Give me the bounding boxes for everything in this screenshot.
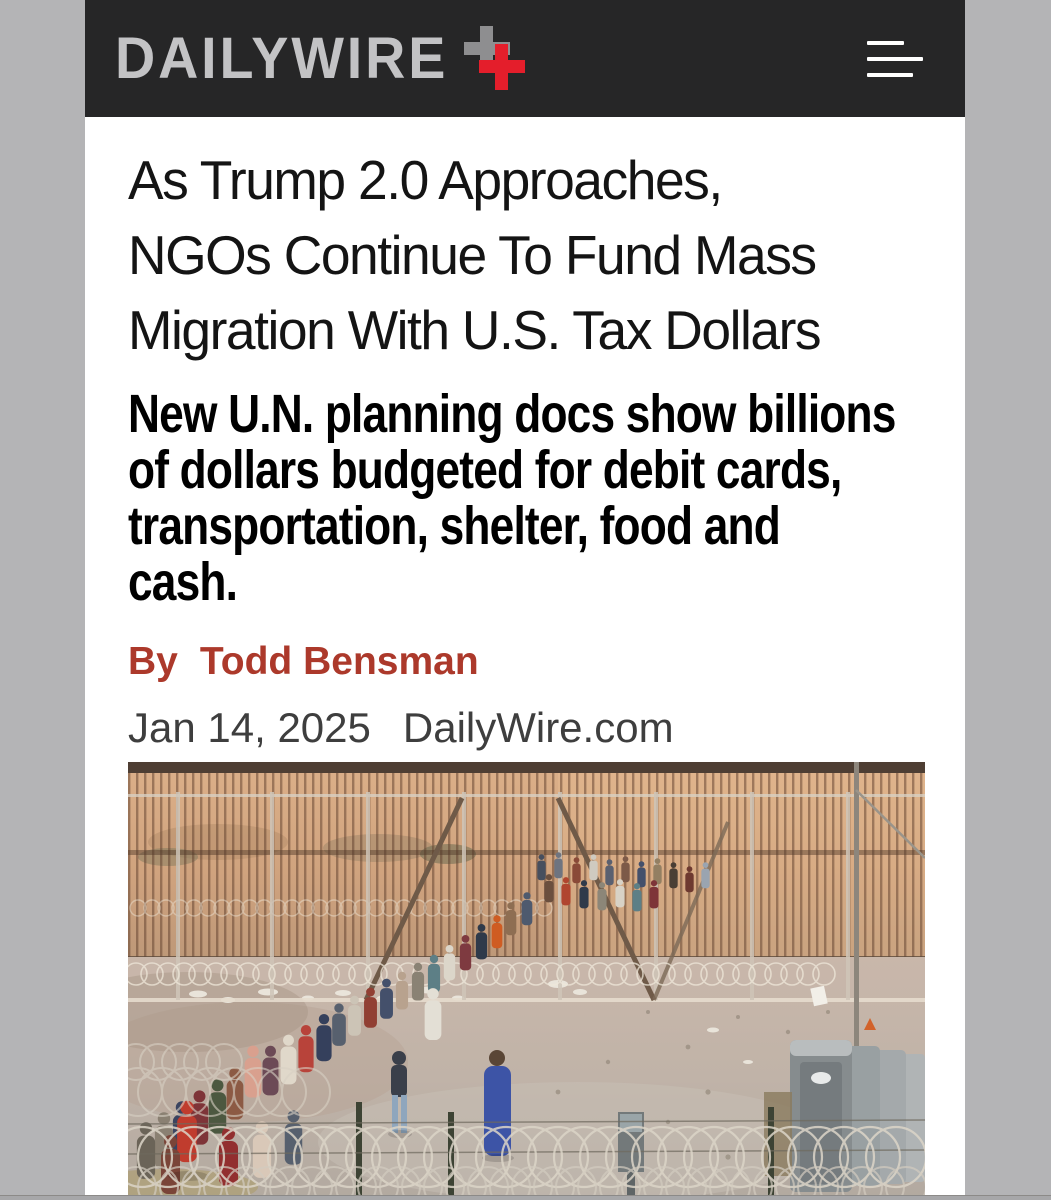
left-wire-tangle (128, 1043, 331, 1117)
byline-label: By (128, 640, 178, 683)
plus-icon (464, 24, 530, 94)
date-text: Jan 14, 2025 (128, 704, 371, 751)
traffic-cone (864, 1018, 876, 1030)
foreground-razor-wire-row2 (128, 1166, 925, 1200)
dateline: Jan 14, 2025 DailyWire.com (128, 704, 922, 752)
byline: By Todd Bensman (128, 640, 922, 684)
hamburger-icon-line (867, 40, 904, 45)
border-wall (128, 762, 925, 963)
blue-robed-figure (484, 1050, 511, 1156)
light-pole (810, 762, 925, 1102)
menu-button[interactable] (867, 37, 923, 81)
article-headline: As Trump 2.0 Approaches, NGOs Continue T… (128, 149, 822, 361)
brand-text: DAILYWIRE (115, 25, 449, 91)
site-header: DAILYWIRE (85, 0, 965, 117)
walking-child (391, 1051, 407, 1133)
border-scene-illustration (128, 762, 925, 1200)
hamburger-icon-line (867, 56, 923, 61)
bottom-strip (0, 1195, 1051, 1200)
brand-logo[interactable]: DAILYWIRE (115, 24, 530, 94)
plus-red-shape (479, 43, 526, 90)
foreground-razor-wire (128, 1125, 925, 1189)
article-body: As Trump 2.0 Approaches, NGOs Continue T… (85, 143, 965, 1200)
migrant-queue (136, 852, 710, 1194)
source-text: DailyWire.com (402, 704, 674, 751)
article-photo (128, 762, 925, 1200)
content-card: DAILYWIRE As Trump 2.0 Approaches, NGOs … (85, 0, 965, 1200)
byline-author[interactable]: Todd Bensman (199, 640, 479, 683)
article-subheadline: New U.N. planning docs show billions of … (128, 384, 896, 612)
hamburger-icon-line (867, 72, 913, 77)
